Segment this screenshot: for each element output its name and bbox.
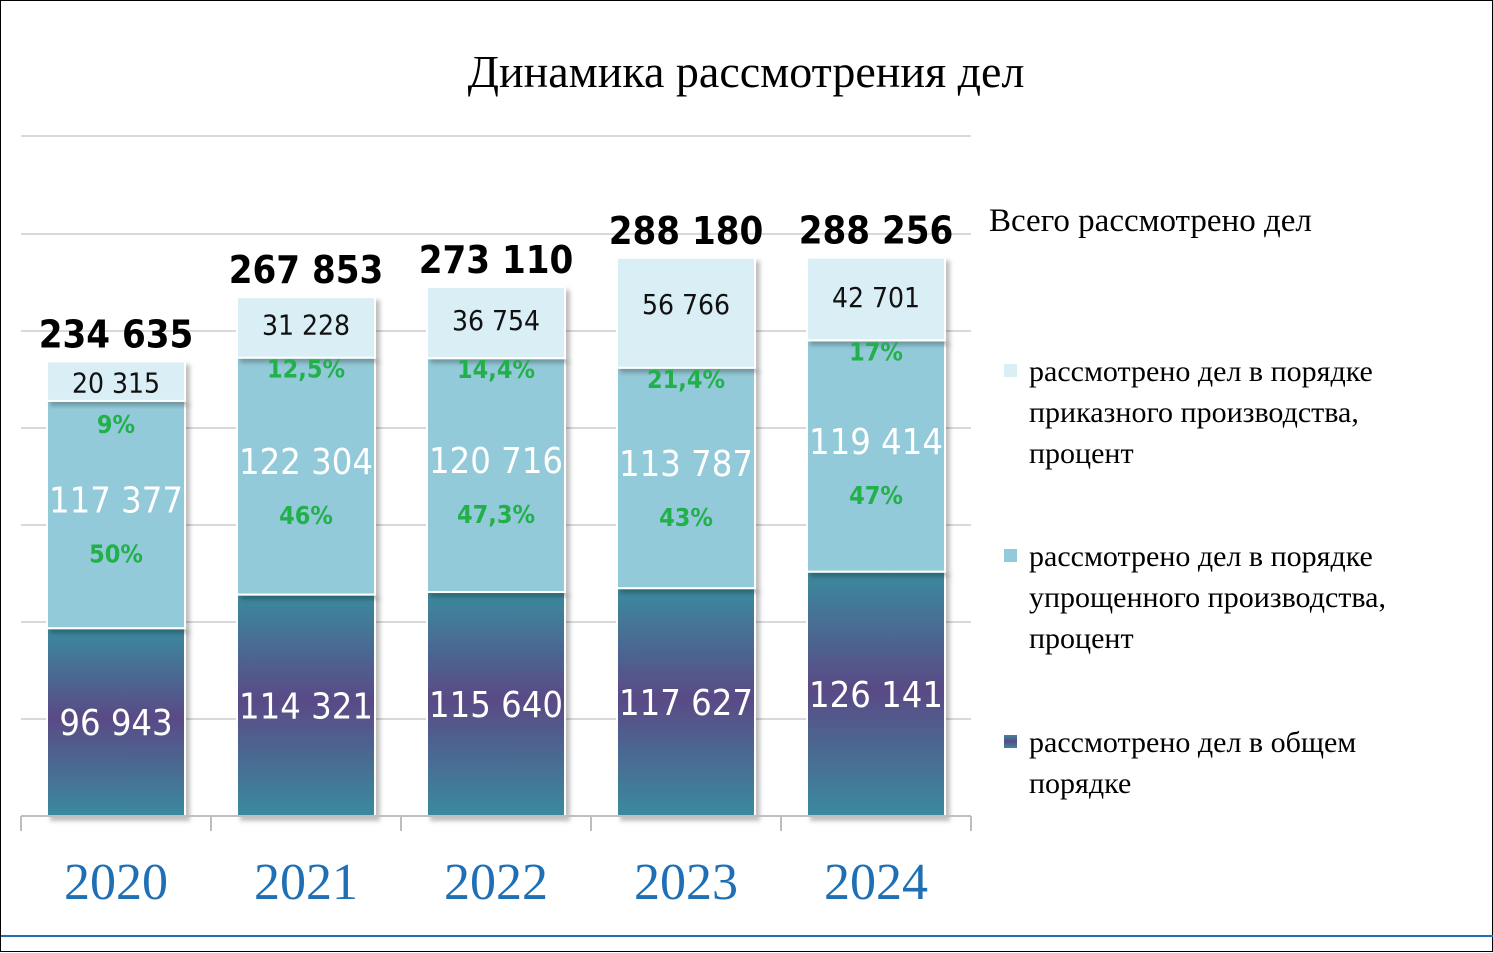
value-label-writ: 31 228: [262, 308, 350, 341]
value-label-simplified: 120 716: [429, 441, 563, 482]
value-label-general: 96 943: [59, 703, 172, 744]
bar-segment-writ: [46, 360, 186, 402]
value-label-general: 126 141: [809, 675, 943, 716]
bar-segment-writ: [616, 256, 756, 369]
bar-segment-simplified: [426, 357, 566, 594]
percent-label-writ: 17%: [849, 337, 903, 366]
value-label-simplified: 119 414: [809, 422, 943, 463]
bars: [46, 256, 946, 818]
percent-label-writ: 14,4%: [457, 355, 535, 384]
legend-item-general: рассмотрено дел в общем порядке: [1004, 726, 1356, 800]
value-label-simplified: 113 787: [619, 444, 753, 485]
legend-item-writ: рассмотрено дел в порядке приказного прои…: [1004, 355, 1373, 470]
bar-segment-writ: [806, 256, 946, 342]
value-label-writ: 20 315: [72, 367, 160, 400]
total-label: 267 853: [229, 248, 384, 292]
legend: Всего рассмотрено дел рассмотрено дел в п…: [989, 203, 1386, 800]
percent-label-simplified: 46%: [279, 501, 333, 530]
bar-segment-writ: [426, 285, 566, 360]
total-label: 288 256: [799, 209, 954, 253]
bar-segment-general: [236, 593, 376, 818]
percent-label-writ: 12,5%: [267, 355, 345, 384]
legend-swatch: [1004, 549, 1017, 562]
legend-total-label: Всего рассмотрено дел: [989, 203, 1312, 239]
x-tick-label: 2021: [254, 854, 358, 911]
value-label-simplified: 117 377: [49, 481, 183, 522]
x-tick-label: 2023: [634, 854, 738, 911]
value-label-writ: 56 766: [642, 288, 730, 321]
value-label-simplified: 122 304: [239, 442, 373, 483]
percent-label-writ: 9%: [97, 410, 135, 439]
legend-text-line: порядке: [1029, 767, 1131, 800]
total-label: 288 180: [609, 209, 764, 253]
x-tick-label: 2020: [64, 854, 168, 911]
percent-label-simplified: 47%: [849, 481, 903, 510]
legend-text-line: приказного производства,: [1029, 396, 1359, 429]
bar-segment-simplified: [616, 366, 756, 590]
bar-segment-general: [806, 570, 946, 817]
total-label: 234 635: [39, 313, 194, 357]
x-tick-label: 2024: [824, 854, 928, 911]
percent-label-writ: 21,4%: [647, 365, 725, 394]
bar-segment-simplified: [806, 339, 946, 573]
legend-text-line: процент: [1029, 437, 1134, 470]
data-labels: 96 943 117 377 50% 20 315 9% 234 635 114 321 12…: [39, 209, 954, 744]
total-label: 273 110: [419, 238, 574, 282]
value-label-general: 117 627: [619, 683, 753, 724]
percent-label-simplified: 43%: [659, 503, 713, 532]
bar-segment-general: [616, 587, 756, 817]
legend-text-line: рассмотрено дел в порядке: [1029, 540, 1373, 573]
value-label-general: 115 640: [429, 685, 563, 726]
x-tick-label: 2022: [444, 854, 548, 911]
value-label-writ: 42 701: [832, 281, 920, 314]
value-label-writ: 36 754: [452, 304, 540, 337]
legend-item-simplified: рассмотрено дел в порядке упрощенного про…: [1004, 540, 1386, 655]
legend-swatch: [1004, 735, 1017, 748]
x-axis: 2020 2021 2022 2023 2024: [20, 815, 972, 911]
value-label-general: 114 321: [239, 686, 373, 727]
legend-text-line: упрощенного производства,: [1029, 581, 1386, 614]
legend-text-line: процент: [1029, 622, 1134, 655]
legend-swatch: [1004, 364, 1017, 377]
bar-segment-general: [426, 591, 566, 817]
percent-label-simplified: 47,3%: [457, 500, 535, 529]
legend-text-line: рассмотрено дел в общем: [1029, 726, 1356, 759]
percent-label-simplified: 50%: [89, 540, 143, 569]
legend-text-line: рассмотрено дел в порядке: [1029, 355, 1373, 388]
bar-segment-simplified: [236, 356, 376, 596]
bar-segment-simplified: [46, 399, 186, 630]
chart-title: Динамика рассмотрения дел: [468, 46, 1025, 97]
bar-segment-writ: [236, 296, 376, 359]
